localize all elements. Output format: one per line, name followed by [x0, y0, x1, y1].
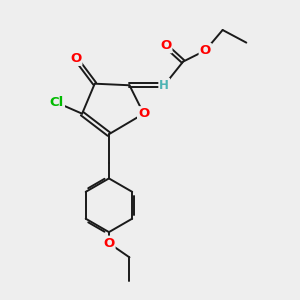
Text: O: O	[70, 52, 81, 65]
Text: H: H	[159, 79, 169, 92]
Text: Cl: Cl	[50, 96, 64, 109]
Text: O: O	[160, 39, 171, 52]
Text: O: O	[200, 44, 211, 57]
Text: O: O	[138, 107, 149, 120]
Text: O: O	[103, 237, 115, 250]
